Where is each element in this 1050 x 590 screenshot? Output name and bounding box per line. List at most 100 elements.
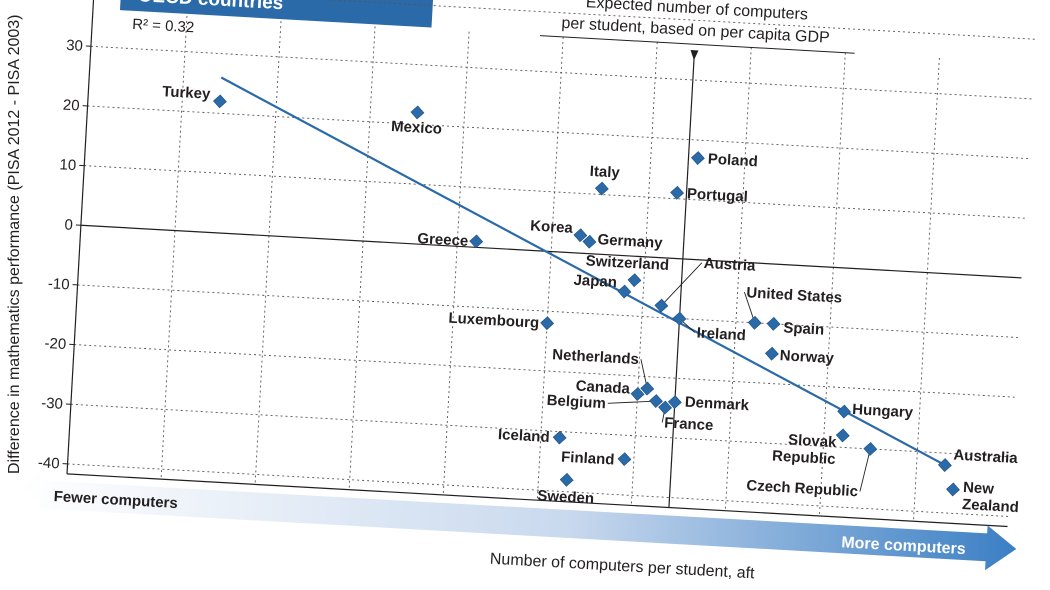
label-denmark: Denmark [684, 394, 750, 415]
y-tick-label: -10 [47, 275, 70, 293]
label-united-states: United States [746, 284, 843, 306]
point-switzerland [627, 273, 642, 288]
gridline-v [160, 15, 188, 480]
point-finland [617, 452, 632, 467]
point-canada [630, 387, 645, 401]
point-australia [938, 458, 952, 472]
label-line: New [963, 479, 995, 498]
y-tick-label: 0 [64, 216, 73, 233]
label-iceland: Iceland [498, 426, 551, 446]
gridline-h [94, 0, 1035, 40]
leader-austria [661, 262, 703, 306]
label-norway: Norway [779, 347, 835, 367]
label-italy: Italy [589, 163, 621, 182]
point-luxembourg [540, 316, 555, 331]
gridline-h [77, 284, 1019, 338]
label-turkey: Turkey [162, 83, 212, 103]
label-luxembourg: Luxembourg [448, 310, 540, 332]
label-hungary: Hungary [852, 401, 914, 421]
label-austria: Austria [703, 255, 756, 275]
leader-lines [607, 262, 871, 492]
point-sweden [559, 472, 574, 487]
y-tick-label: 10 [59, 156, 77, 174]
label-canada: Canada [575, 378, 631, 398]
title-box [119, 0, 434, 28]
expected-arrow-icon [690, 50, 699, 61]
gridline-h [70, 403, 1012, 458]
gridline-v [442, 31, 470, 495]
x-axis-frame [66, 473, 1008, 528]
label-slovak-republic: SlovakRepublic [772, 431, 838, 469]
label-germany: Germany [597, 231, 664, 252]
point-germany [582, 234, 597, 249]
fewer-computers-label: Fewer computers [53, 488, 178, 512]
x-axis-label: Number of computers per student, aft [489, 551, 755, 583]
gridline-v [536, 36, 564, 501]
label-czech-republic: Czech Republic [746, 477, 858, 500]
gridline-v [630, 42, 658, 506]
y-tick-label: 30 [66, 37, 84, 55]
point-italy [594, 181, 609, 196]
label-belgium: Belgium [546, 392, 606, 412]
gridline-h [67, 463, 1009, 517]
label-portugal: Portugal [687, 185, 749, 205]
label-korea: Korea [530, 217, 574, 236]
point-united-states [747, 315, 762, 330]
label-australia: Australia [953, 447, 1019, 468]
label-netherlands: Netherlands [552, 346, 640, 368]
r-squared: R² = 0.32 [132, 16, 195, 36]
point-iceland [552, 430, 567, 445]
gridline-v [724, 47, 752, 511]
label-sweden: Sweden [537, 487, 595, 507]
point-belgium [649, 394, 663, 408]
zero-line [80, 224, 1022, 279]
point-labels: Turkey Mexico Poland Italy Portugal Korea Germ… [162, 83, 1020, 516]
leader-belgium [607, 400, 657, 404]
point-denmark [667, 395, 682, 410]
label-poland: Poland [707, 151, 758, 171]
gridline-v [818, 52, 846, 516]
vertical-gridlines [160, 15, 940, 522]
gridline-v [913, 57, 940, 522]
point-mexico [410, 105, 425, 120]
point-new-zealand [946, 482, 960, 497]
point-hungary [837, 404, 852, 419]
y-tick-label: -40 [37, 454, 60, 472]
expected-label-underline [540, 35, 855, 54]
label-switzerland: Switzerland [585, 252, 669, 274]
label-line: Slovak [788, 431, 838, 451]
point-greece [469, 234, 484, 249]
point-czech-republic [863, 442, 878, 456]
y-axis-title: Difference in mathematics performance (P… [6, 15, 23, 475]
point-spain [766, 316, 781, 331]
point-netherlands [640, 381, 655, 396]
more-computers-label: More computers [841, 534, 966, 558]
label-ireland: Ireland [696, 325, 746, 345]
gridline-v [254, 21, 282, 485]
point-slovak-republic [835, 428, 850, 443]
label-line: Zealand [962, 496, 1020, 516]
y-tick-label: -20 [44, 335, 67, 353]
leader-czech-republic [859, 448, 871, 492]
label-mexico: Mexico [391, 118, 443, 138]
point-ireland [672, 311, 687, 326]
point-portugal [670, 185, 685, 200]
y-tick-label: -30 [41, 395, 64, 413]
gridline-h [74, 344, 1015, 398]
label-greece: Greece [417, 230, 469, 250]
label-spain: Spain [783, 319, 825, 338]
expected-computers-line [668, 58, 695, 508]
gridline-v [348, 26, 376, 490]
label-finland: Finland [561, 449, 615, 469]
trend-line [220, 76, 946, 467]
data-points [212, 94, 960, 497]
label-line: Republic [772, 448, 836, 469]
leader-united-states [744, 292, 756, 323]
y-tick-label: 20 [62, 97, 80, 115]
y-axis [66, 0, 96, 474]
point-turkey [212, 94, 227, 109]
point-france [658, 400, 673, 415]
point-norway [764, 346, 779, 361]
label-france: France [664, 415, 714, 435]
